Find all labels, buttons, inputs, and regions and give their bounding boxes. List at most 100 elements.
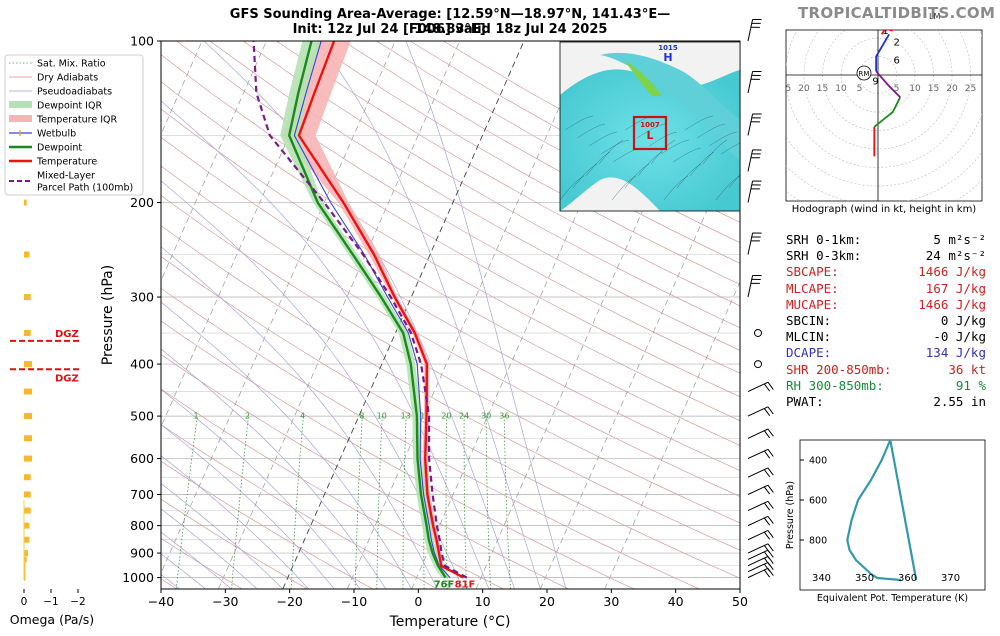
mixing-ratio-line (463, 416, 467, 589)
wind-barb-staff (747, 428, 769, 439)
dry-adiabat (161, 81, 740, 422)
wind-barb-flag (763, 517, 771, 526)
legend-box (4, 54, 144, 196)
legend-swatch (9, 115, 32, 122)
wind-barb-flag (763, 430, 771, 439)
y-tick-label: 500 (130, 409, 154, 424)
wind-barb-flag (767, 448, 774, 457)
dry-adiabat (343, 41, 740, 264)
hodograph-ring-label: 20 (798, 84, 810, 94)
wind-barb-flag (767, 549, 774, 558)
omega-bar (24, 568, 26, 575)
map-streamline (684, 115, 714, 131)
param-row: SBCAPE: 1466 J/kg (786, 264, 986, 280)
map-streamline (564, 115, 594, 131)
omega-bar (24, 522, 30, 529)
dry-adiabat (161, 460, 373, 589)
map-streamline (650, 139, 676, 165)
param-value: 0 J/kg (940, 313, 986, 329)
pseudoadiabat (161, 455, 309, 589)
chart-title-line2: Init: 12z Jul 24 [F006] valid 18z Jul 24… (292, 22, 608, 37)
param-row: SBCIN: 0 J/kg (786, 313, 986, 329)
y-tick-label: 300 (130, 290, 154, 305)
hodograph-trace (875, 70, 901, 98)
wind-barb-staff (747, 71, 754, 94)
param-row: DCAPE: 134 J/kg (786, 345, 986, 361)
hodograph-frame (785, 29, 983, 202)
wind-barb-flag (763, 408, 771, 416)
wind-barb-staff (747, 113, 754, 136)
hodograph-ring-label: 25 (965, 84, 976, 94)
pseudoadiabat (161, 180, 464, 589)
theta-e-panel: 340 350 360 370 400 600 800 Equivalent Pot. Tem… (785, 439, 986, 604)
calm-wind-circle (754, 328, 762, 337)
omega-bar (24, 435, 33, 442)
wind-barb-flag (763, 383, 771, 392)
hodograph-trace (875, 33, 890, 72)
legend-label: Dewpoint (37, 143, 82, 154)
mixing-ratio-line (290, 416, 304, 589)
param-value: 134 J/kg (925, 345, 986, 361)
hodograph-ring-label: 5 (894, 84, 900, 94)
mixing-ratio-label: 30 (481, 411, 491, 420)
omega-bar (24, 536, 30, 543)
inset-map-content (560, 42, 740, 211)
x-tick-label: −30 (212, 594, 238, 609)
wind-barb-staff (747, 484, 769, 495)
omega-x-tick-label: −2 (70, 596, 85, 608)
mixing-ratio-line (376, 416, 383, 589)
theta-e-frame (799, 439, 986, 591)
x-tick-label: 10 (475, 594, 491, 609)
map-streamline (708, 131, 738, 147)
dry-adiabat (161, 537, 243, 589)
dry-adiabat (161, 256, 740, 579)
y-tick-label: 900 (130, 546, 154, 561)
hodograph-ring-label: 25 (780, 84, 791, 94)
dgz-label: DGZ (55, 373, 79, 384)
param-value: 24 m²s⁻² (925, 248, 986, 264)
dry-adiabat (161, 54, 740, 398)
map-area-box (632, 115, 668, 151)
param-row: SHR 200-850mb: 36 kt (786, 362, 986, 378)
y-axis-label: Pressure (hPa) (100, 265, 116, 365)
dry-adiabat (161, 424, 439, 589)
param-row: MLCIN: -0 J/kg (786, 329, 986, 345)
theta-e-x-axis-label: Equivalent Pot. Temperature (K) (817, 593, 968, 604)
legend-label: Pseudoadiabats (37, 87, 112, 98)
y-tick-label: 700 (130, 487, 154, 502)
pseudoadiabat (161, 531, 232, 589)
legend-label: Parcel Path (100mb) (37, 183, 133, 194)
wind-barb-flag (767, 467, 774, 476)
hodograph-ring-label: 10 (835, 84, 847, 94)
hodograph-height-label: 6 (894, 55, 900, 66)
dry-adiabat (161, 194, 740, 524)
dry-adiabat (161, 320, 635, 589)
hodograph-height-label: 2 (894, 38, 900, 49)
mixing-ratio-line (445, 416, 448, 589)
theta-e-x-tick-label: 370 (941, 573, 960, 584)
mixing-ratio-line (354, 416, 363, 589)
pseudoadiabat (161, 508, 258, 589)
mixing-ratio-line (485, 416, 491, 589)
dry-adiabat (161, 165, 740, 497)
pseudoadiabat (161, 424, 335, 589)
theta-e-x-tick-label: 340 (812, 573, 831, 584)
map-streamline (588, 131, 618, 147)
omega-bar (24, 556, 27, 563)
map-frame (559, 41, 741, 212)
x-axis-label: Temperature (°C) (389, 614, 511, 630)
map-strong-wind (625, 60, 662, 96)
param-row: SRH 0-1km: 5 m²s⁻² (786, 232, 986, 248)
pseudoadiabat (161, 388, 361, 589)
map-streamline (672, 147, 702, 163)
param-label: DCAPE: (786, 345, 832, 361)
legend-label: Temperature IQR (36, 115, 117, 126)
param-label: MLCIN: (786, 329, 832, 345)
map-streamline (636, 123, 666, 139)
wind-barb-flag (763, 502, 771, 511)
wind-barb-staff (747, 406, 769, 417)
map-streamline (720, 142, 740, 155)
brand-logo: TROPICALTIDBITS.COM (798, 4, 996, 22)
omega-bar (24, 455, 33, 462)
